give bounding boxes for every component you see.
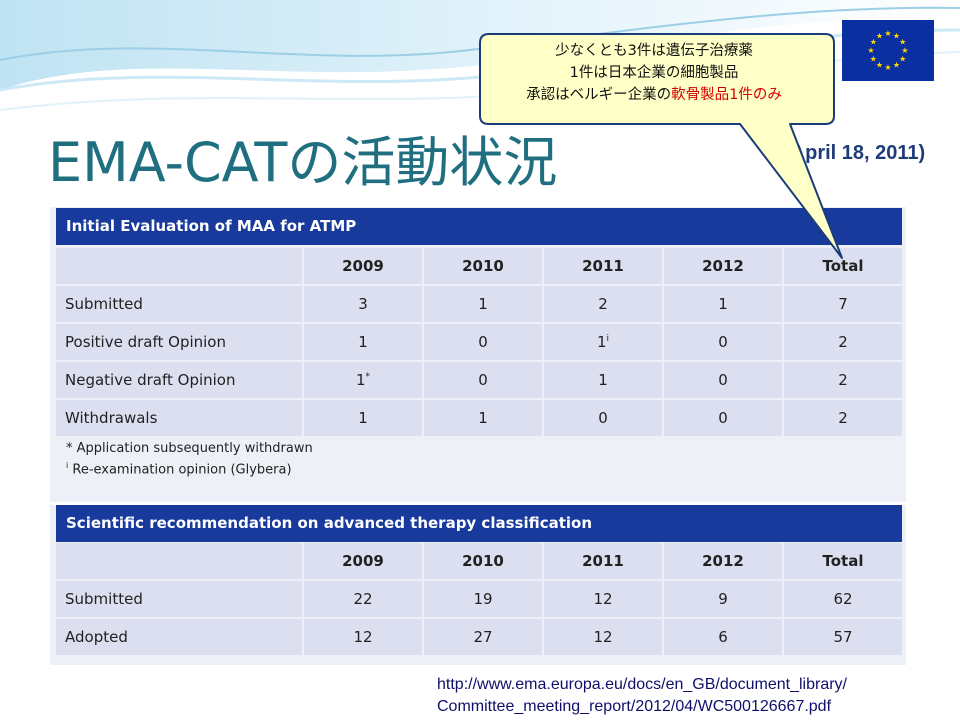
svg-text:★: ★ (884, 29, 891, 38)
table-cell: 0 (664, 324, 782, 360)
table-row: Negative draft Opinion 1* 0 1 0 2 (56, 362, 902, 398)
table-cell: 19 (424, 581, 542, 617)
table-cell: 0 (544, 400, 662, 436)
row-label: Negative draft Opinion (56, 362, 302, 398)
row-label: Submitted (56, 581, 302, 617)
svg-text:★: ★ (899, 55, 906, 64)
table-cell: 3 (304, 286, 422, 322)
svg-text:★: ★ (867, 46, 874, 55)
table-cell: 27 (424, 619, 542, 655)
table-cell: 1* (304, 362, 422, 398)
eu-flag-logo: ★ ★ ★ ★ ★ ★ ★ ★ ★ ★ ★ ★ (842, 20, 934, 81)
table-cell: 7 (784, 286, 902, 322)
table-cell: 1 (304, 324, 422, 360)
table1-footnotes: * Application subsequently withdrawn i R… (66, 440, 313, 478)
svg-text:★: ★ (870, 55, 877, 64)
svg-text:★: ★ (893, 61, 900, 70)
callout-line-3-text: 承認はベルギー企業の (526, 87, 672, 103)
table1-col-header: 2012 (664, 248, 782, 284)
footnote-text: Re-examination opinion (Glybera) (68, 462, 292, 478)
callout-line-1: 少なくとも3件は遺伝子治療薬 (555, 43, 753, 59)
callout-line-3: 承認はベルギー企業の軟骨製品1件のみ (478, 84, 830, 106)
table1-col-header: 2011 (544, 248, 662, 284)
table2-corner-cell (56, 543, 302, 579)
callout-highlight: 軟骨製品1件のみ (671, 87, 782, 103)
svg-text:★: ★ (870, 38, 877, 47)
svg-text:★: ★ (876, 61, 883, 70)
table-cell: 1 (664, 286, 782, 322)
table2-col-header: Total (784, 543, 902, 579)
callout-text: 少なくとも3件は遺伝子治療薬 1件は日本企業の細胞製品 承認はベルギー企業の軟骨… (478, 40, 830, 106)
svg-text:★: ★ (893, 31, 900, 40)
table-cell: 12 (304, 619, 422, 655)
table1-col-header: 2010 (424, 248, 542, 284)
table2-col-header: 2011 (544, 543, 662, 579)
table1-col-header: Total (784, 248, 902, 284)
footnote-marker: * (365, 372, 371, 382)
table2-header: Scientific recommendation on advanced th… (56, 505, 902, 542)
svg-text:★: ★ (876, 31, 883, 40)
source-url-line-1[interactable]: http://www.ema.europa.eu/docs/en_GB/docu… (437, 676, 847, 693)
table-cell: 1 (424, 286, 542, 322)
slide-title: EMA-CATの活動状況 (48, 131, 558, 194)
table1-col-header: 2009 (304, 248, 422, 284)
table2-grid: 2009 2010 2011 2012 Total Submitted 22 1… (54, 541, 904, 657)
table1-grid: 2009 2010 2011 2012 Total Submitted 3 1 … (54, 246, 904, 438)
table-cell: 57 (784, 619, 902, 655)
table-cell: 0 (664, 362, 782, 398)
table-cell: 9 (664, 581, 782, 617)
table-cell: 0 (424, 362, 542, 398)
table-cell: 6 (664, 619, 782, 655)
table-row: Withdrawals 1 1 0 0 2 (56, 400, 902, 436)
source-url[interactable]: http://www.ema.europa.eu/docs/en_GB/docu… (437, 674, 847, 718)
svg-text:★: ★ (884, 63, 891, 72)
footnote-marker: i (606, 334, 610, 344)
table1-column-headers: 2009 2010 2011 2012 Total (56, 248, 902, 284)
table-row: Submitted 3 1 2 1 7 (56, 286, 902, 322)
cell-value: 1 (596, 333, 607, 351)
source-url-line-2[interactable]: Committee_meeting_report/2012/04/WC50012… (437, 698, 832, 715)
footnote-withdrawn: * Application subsequently withdrawn (66, 441, 313, 456)
table1-corner-cell (56, 248, 302, 284)
table-cell: 62 (784, 581, 902, 617)
table-cell: 0 (424, 324, 542, 360)
table-cell: 2 (784, 362, 902, 398)
cell-value: 1 (355, 371, 366, 389)
table2-col-header: 2009 (304, 543, 422, 579)
table-row: Positive draft Opinion 1 0 1i 0 2 (56, 324, 902, 360)
table2-col-header: 2012 (664, 543, 782, 579)
table-cell: 1 (424, 400, 542, 436)
svg-text:★: ★ (901, 46, 908, 55)
eu-stars-icon: ★ ★ ★ ★ ★ ★ ★ ★ ★ ★ ★ ★ (867, 29, 908, 72)
table-cell: 2 (784, 324, 902, 360)
table-cell: 1 (544, 362, 662, 398)
table2-column-headers: 2009 2010 2011 2012 Total (56, 543, 902, 579)
table-cell: 12 (544, 581, 662, 617)
table-cell: 2 (784, 400, 902, 436)
table-cell: 2 (544, 286, 662, 322)
table-cell: 22 (304, 581, 422, 617)
callout-line-2: 1件は日本企業の細胞製品 (569, 65, 739, 81)
row-label: Submitted (56, 286, 302, 322)
table-row: Submitted 22 19 12 9 62 (56, 581, 902, 617)
table2-col-header: 2010 (424, 543, 542, 579)
footnote-mark: i (66, 461, 69, 470)
slide-date: (April 18, 2011) (784, 142, 926, 164)
table-cell: 1i (544, 324, 662, 360)
row-label: Adopted (56, 619, 302, 655)
footnote-reexamination: i Re-examination opinion (Glybera) (66, 457, 313, 478)
table-cell: 12 (544, 619, 662, 655)
table1-header: Initial Evaluation of MAA for ATMP (56, 208, 902, 245)
row-label: Positive draft Opinion (56, 324, 302, 360)
table-cell: 0 (664, 400, 782, 436)
table-cell: 1 (304, 400, 422, 436)
svg-text:★: ★ (899, 38, 906, 47)
row-label: Withdrawals (56, 400, 302, 436)
table-row: Adopted 12 27 12 6 57 (56, 619, 902, 655)
